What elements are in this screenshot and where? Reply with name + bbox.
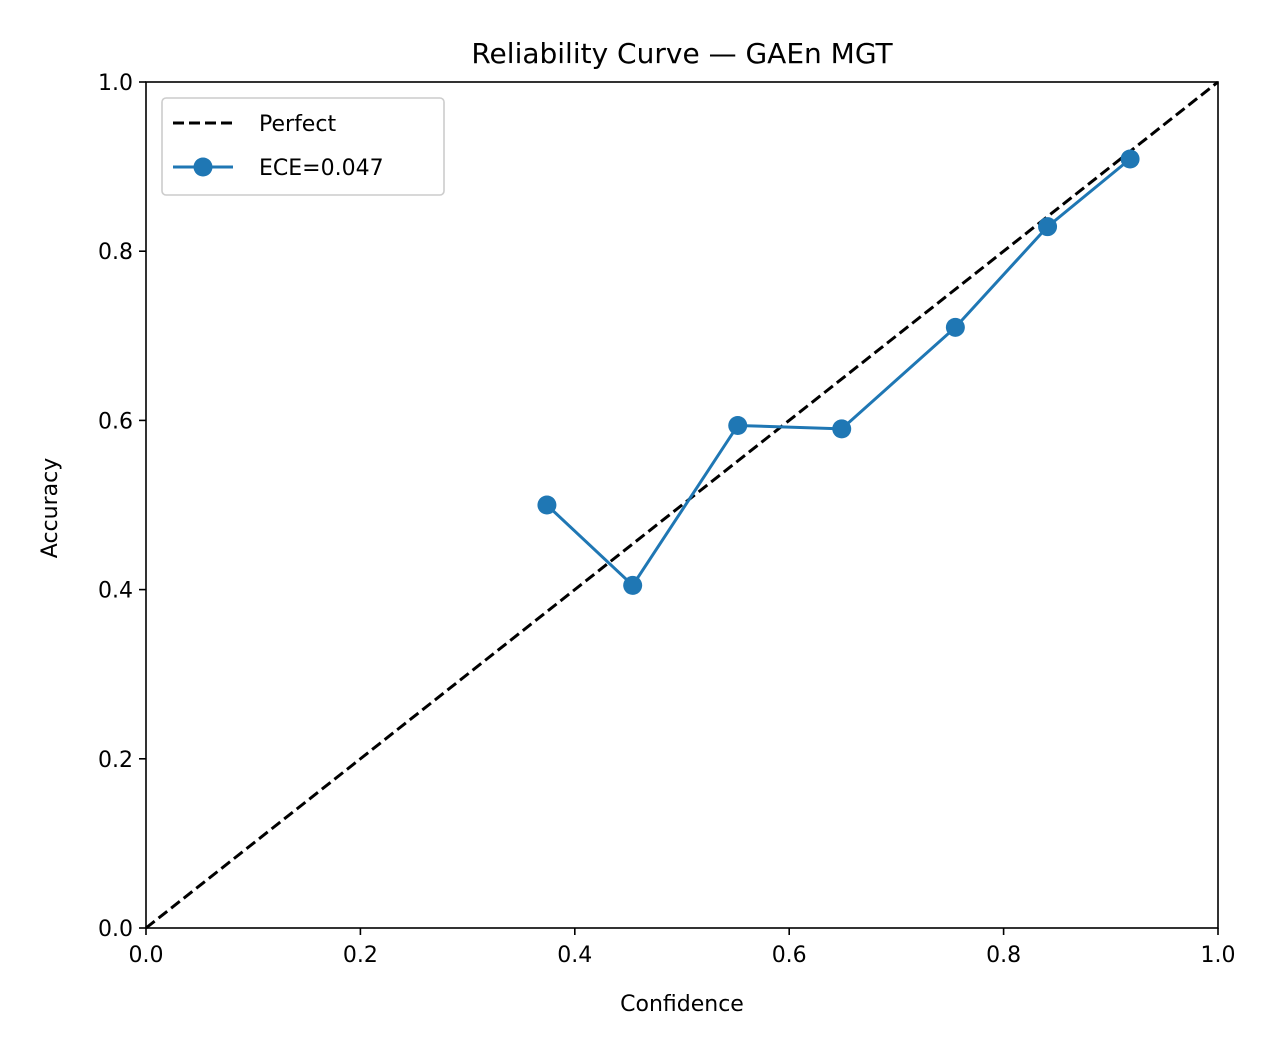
y-axis-title: Accuracy <box>38 458 63 558</box>
data-point <box>832 419 852 439</box>
axes-frame <box>145 81 1219 929</box>
y-tick-label: 1.0 <box>98 71 133 96</box>
chart-title: Reliability Curve — GAEn MGT <box>471 37 893 70</box>
y-tick-label: 0.8 <box>98 240 133 265</box>
x-axis-title: Confidence <box>620 992 744 1017</box>
y-tick-label: 0.2 <box>98 748 133 773</box>
legend-box <box>161 97 445 196</box>
x-tick-label: 0.2 <box>343 943 378 968</box>
data-point <box>945 317 965 337</box>
legend-label: ECE=0.047 <box>259 156 384 181</box>
plot-area: 0.0 0.2 0.4 0.6 0.8 1.0 0.0 0.2 0.4 0.6 0.8 1.0 Perf… <box>98 71 1236 968</box>
data-point <box>623 575 643 595</box>
x-tick-label: 0.6 <box>772 943 807 968</box>
x-tick-label: 0.0 <box>129 943 164 968</box>
legend: Perfect ECE=0.047 <box>161 97 445 196</box>
y-tick-label: 0.4 <box>98 579 133 604</box>
y-tick-label: 0.0 <box>98 917 133 942</box>
data-point <box>1120 149 1140 169</box>
legend-label: Perfect <box>259 112 336 137</box>
y-tick-label: 0.6 <box>98 409 133 434</box>
data-point <box>728 415 748 435</box>
legend-marker <box>193 157 213 177</box>
x-tick-label: 0.8 <box>986 943 1021 968</box>
x-tick-label: 0.4 <box>557 943 592 968</box>
data-point <box>537 495 557 515</box>
data-point <box>1038 217 1058 237</box>
x-tick-label: 1.0 <box>1201 943 1236 968</box>
